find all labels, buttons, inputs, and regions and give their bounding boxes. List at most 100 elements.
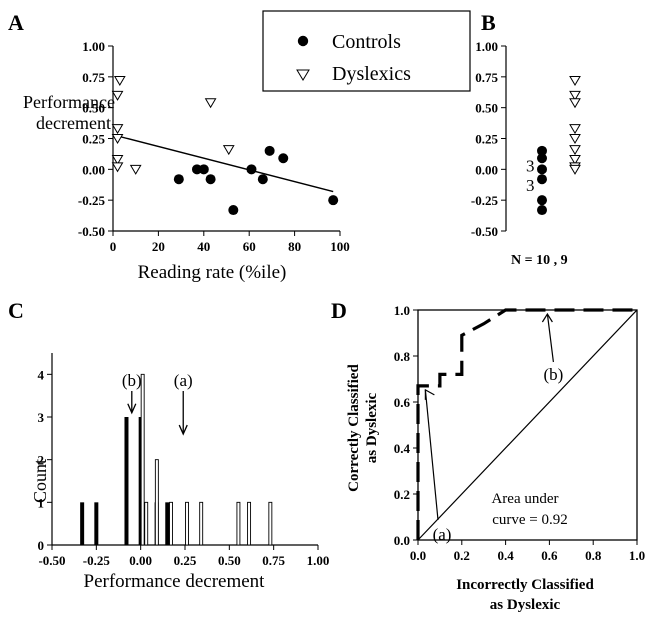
panel-a-dyslexics-point <box>111 124 124 135</box>
panel-b-y-tick-label: 0.00 <box>475 162 498 177</box>
panel-d-x-tick-label: 0.6 <box>541 548 558 563</box>
panel-d-annotation-a-arrow <box>424 389 439 521</box>
panel-b-count-annotation: 3 <box>526 156 535 175</box>
panel-b-chart: -0.50 -0.25 0.00 0.25 0.50 0.75 1.00 33 N = 10… <box>471 39 581 268</box>
panel-c-x-tick-label: -0.25 <box>83 553 111 568</box>
panel-d-ylabel-line-2: as Dyslexic <box>364 392 380 463</box>
panel-d-area-text-line-1: Area under <box>491 491 558 507</box>
panel-d-y-tick-label: 1.0 <box>394 303 410 318</box>
panel-a-xlabel: Reading rate (%ile) <box>138 262 287 283</box>
panel-d-annotation-a-arrowhead <box>424 388 435 400</box>
panel-c-x-tick-label: 0.75 <box>262 553 285 568</box>
panel-a-controls-point <box>264 145 275 156</box>
panel-label-d: D <box>331 298 347 323</box>
panel-b-y-tick-label: 1.00 <box>475 39 498 54</box>
panel-a-legend: Controls Dyslexics <box>262 10 471 92</box>
panel-a-controls-point <box>328 195 339 206</box>
panel-d-annotation-b: (b) <box>543 365 563 384</box>
panel-d-x-tick-label: 0.2 <box>454 548 470 563</box>
panel-d-xlabel-line-2: as Dyslexic <box>490 597 561 613</box>
panel-a-x-tick-label: 80 <box>288 239 301 254</box>
panel-a-dyslexics-point <box>111 154 124 165</box>
panel-d-annotation-b-arrowhead <box>541 312 553 323</box>
panel-c-xlabel: Performance decrement <box>84 571 266 592</box>
panel-a-ylabel-line-1: Performance <box>23 92 115 112</box>
panel-b-sample-sizes: N = 10 , 9 <box>511 253 568 268</box>
panel-a-dyslexics-point <box>111 162 124 173</box>
panel-c-dyslexics-bar <box>144 501 149 546</box>
panel-d-annotation-b-arrow <box>546 313 554 363</box>
panel-c-y-tick-label: 2 <box>38 453 45 468</box>
panel-d-xlabel-line-1: Incorrectly Classified <box>456 577 594 593</box>
panel-c-dyslexics-bar <box>236 501 241 546</box>
panel-a-y-tick-label: 0.00 <box>82 162 105 177</box>
panel-c-y-tick-label: 4 <box>38 367 45 382</box>
panel-a-dyslexics-point <box>113 76 126 87</box>
panel-b-dyslexics-point <box>569 164 581 175</box>
panel-b-dyslexics-point <box>569 134 581 144</box>
panel-c-x-tick-label: 0.25 <box>174 553 197 568</box>
panel-d-y-tick-label: 0.2 <box>394 487 410 502</box>
panel-a-x-tick-label: 100 <box>330 239 350 254</box>
panel-c-controls-bar <box>124 417 129 545</box>
panel-a-dyslexics-point <box>129 164 142 175</box>
panel-c-dyslexics-bar <box>140 373 145 546</box>
panel-a-x-tick-label: 60 <box>243 239 256 254</box>
panel-a-y-tick-label: -0.50 <box>78 224 105 239</box>
panel-c-y-tick-label: 0 <box>38 538 45 553</box>
panel-b-dyslexics-point <box>569 145 581 156</box>
panel-a-x-tick-label: 0 <box>110 239 117 254</box>
panel-c-x-tick-label: 1.00 <box>307 553 330 568</box>
panel-b-controls-point <box>537 153 547 164</box>
panel-b-dyslexics-point <box>569 154 581 165</box>
panel-b-dyslexics-point <box>569 98 581 109</box>
panel-a-y-tick-label: 1.00 <box>82 39 105 54</box>
panel-d-chart: 0.0 0.2 0.4 0.6 0.8 1.0 0.0 0.2 0.4 0.6 0.8 1.0 (a)… <box>346 303 645 613</box>
panel-a-y-tick-label: 0.50 <box>82 101 105 116</box>
panel-a-y-tick-label: -0.25 <box>78 193 106 208</box>
panel-a-regression-line <box>112 134 334 193</box>
panel-a-controls-point <box>205 174 216 185</box>
panel-c-arrow-label: (b) <box>122 371 142 390</box>
panel-c-arrow-label: (a) <box>174 371 193 390</box>
panel-a-ylabel-line-2: decrement <box>36 113 111 133</box>
panel-d-x-tick-label: 0.8 <box>585 548 602 563</box>
panel-d-roc-curve <box>416 308 637 540</box>
panel-c-y-tick-label: 3 <box>38 410 45 425</box>
panel-c-x-tick-label: -0.50 <box>38 553 65 568</box>
panel-a-controls-point <box>246 164 257 175</box>
panel-a-chart: -0.50 -0.25 0.00 0.25 0.50 0.75 1.00 0 20 40 60 80 1… <box>23 10 471 283</box>
panel-a-dyslexics-point <box>204 98 217 109</box>
panel-b-controls-point <box>537 205 547 216</box>
panel-c-ylabel: Count <box>30 459 50 503</box>
panel-a-y-tick-label: 0.25 <box>82 132 105 147</box>
panel-c-dyslexics-bar <box>169 501 173 546</box>
panel-b-dyslexics-point <box>569 90 581 101</box>
legend-dyslexics-marker <box>296 69 310 81</box>
panel-c-x-tick-label: 0.00 <box>129 553 152 568</box>
panel-c-dyslexics-bar <box>247 501 252 546</box>
panel-a-dyslexics-point <box>111 134 124 144</box>
panel-c-arrow-head <box>127 403 137 415</box>
panel-a-controls-point <box>173 174 184 185</box>
panel-d-x-tick-label: 1.0 <box>629 548 645 563</box>
panel-b-controls-point <box>537 174 547 185</box>
panel-b-y-tick-label: 0.50 <box>475 101 498 116</box>
panel-c-dyslexics-bar <box>185 501 189 546</box>
panel-a-y-tick-label: 0.75 <box>82 70 105 85</box>
legend-controls-marker <box>297 35 309 47</box>
panel-b-count-annotation: 3 <box>526 176 535 195</box>
panel-c-dyslexics-bar <box>268 501 273 546</box>
panel-c-controls-bar <box>80 502 85 545</box>
panel-label-b: B <box>481 10 496 35</box>
panel-d-area-text-line-2: curve = 0.92 <box>492 512 568 528</box>
panel-d-y-tick-label: 0.0 <box>394 533 410 548</box>
panel-c-chart: 0 1 2 3 4 -0.50 -0.25 0.00 0.25 0.50 0.75 1.00 (b) (… <box>30 353 329 592</box>
panel-d-y-tick-label: 0.6 <box>394 395 411 410</box>
panel-d-x-tick-label: 0.4 <box>497 548 514 563</box>
panel-d-y-tick-label: 0.4 <box>394 441 411 456</box>
panel-a-x-tick-label: 40 <box>197 239 210 254</box>
panel-a-x-tick-label: 20 <box>152 239 165 254</box>
panel-d-ylabel-line-1: Correctly Classified <box>346 364 362 492</box>
